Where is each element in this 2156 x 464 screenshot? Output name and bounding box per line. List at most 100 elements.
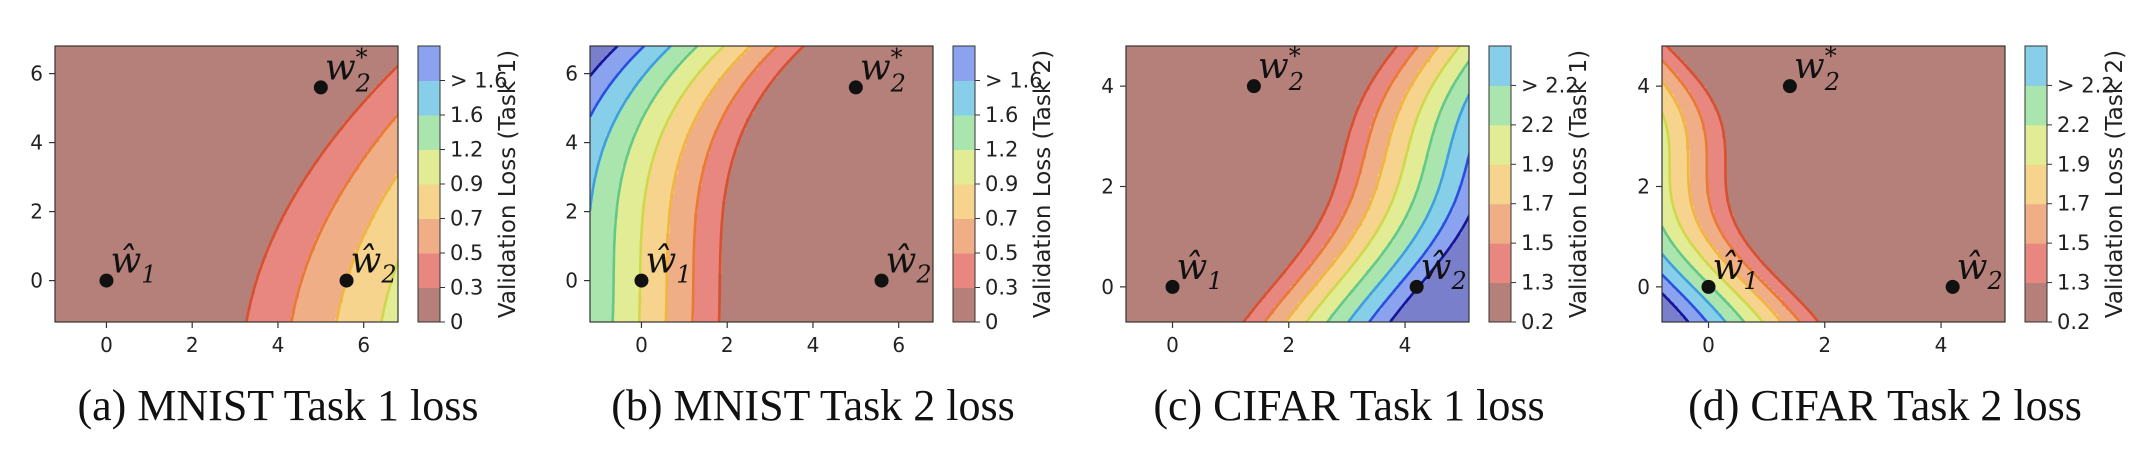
contour-lines (245, 64, 398, 322)
point-label: ŵ2 (886, 241, 932, 289)
colorbar-band (953, 149, 975, 185)
colorbar-band (418, 46, 440, 81)
y-tick-label: 0 (1101, 275, 1114, 299)
plot-frame (1125, 45, 1470, 323)
colorbar-tick-label: 1.3 (1521, 271, 1554, 295)
colorbar-band (1489, 243, 1511, 284)
contour-line (717, 46, 805, 322)
point-marker (339, 273, 354, 288)
point-label: w* 2 (1258, 42, 1304, 96)
contour-line (1305, 46, 1461, 322)
x-tick-label: 0 (1702, 333, 1715, 357)
x-tick-label: 0 (100, 333, 113, 357)
x-tick-label: 4 (272, 333, 285, 357)
colorbar-tick-label: 0.3 (450, 276, 483, 300)
colorbar-band (1489, 46, 1511, 86)
y-tick-label: 0 (565, 269, 578, 293)
panel-a: 0 2 4 6 0 2 4 6 ŵ1 w* 2 ŵ2 0 0.3 0.5 0.7 0.9 1.2 1.6 > 1.6V… (30, 43, 521, 430)
colorbar-tick-label: 1.9 (1521, 152, 1554, 176)
colorbar-tick-label: 0.7 (985, 207, 1018, 231)
colorbar-title: Validation Loss (Task 1) (1566, 50, 1592, 318)
colorbar-tick-label: 2.2 (1521, 113, 1554, 137)
colorbar-band (418, 218, 440, 254)
panel-caption: (c) CIFAR Task 1 loss (1153, 381, 1544, 430)
colorbar-tick-label: 0 (985, 310, 998, 334)
point-label: ŵ1 (1713, 247, 1759, 295)
contour-line (1284, 46, 1440, 322)
y-tick-label: 0 (1637, 275, 1650, 299)
colorbar-tick-label: 0.2 (2057, 310, 2090, 334)
colorbar-tick-label: > 1.6 (450, 69, 508, 93)
contour-line (611, 46, 699, 322)
x-tick-label: 2 (1818, 333, 1831, 357)
x-tick-label: 0 (1166, 333, 1179, 357)
panel-caption: (b) MNIST Task 2 loss (611, 381, 1015, 430)
colorbar-band (418, 184, 440, 219)
y-tick-label: 6 (565, 62, 578, 86)
point-marker (848, 80, 863, 95)
colorbar-band (953, 46, 975, 81)
colorbar-band (2025, 203, 2047, 244)
colorbar-tick-label: 1.6 (450, 103, 483, 127)
contour-line (245, 64, 398, 322)
colorbar-tick-label: > 2.2 (2057, 73, 2115, 97)
colorbar-tick-label: 0 (450, 310, 463, 334)
y-tick-label: 2 (1101, 175, 1114, 199)
colorbar-band (1489, 85, 1511, 126)
contour-line (1242, 46, 1398, 322)
point-marker (1165, 279, 1180, 294)
colorbar-band (2025, 282, 2047, 323)
contour-line (290, 112, 398, 322)
contour-line (1368, 150, 1469, 322)
point-label: ŵ1 (110, 241, 156, 289)
colorbar-band (1489, 164, 1511, 205)
colorbar-band (418, 149, 440, 185)
colorbar-title: Validation Loss (Task 2) (1030, 50, 1056, 318)
colorbar-band (2025, 164, 2047, 205)
point-label: w* 2 (325, 43, 371, 97)
point-label: w* 2 (860, 43, 906, 97)
colorbar-tick-label: 0.7 (450, 207, 483, 231)
colorbar-tick-label: 0.2 (1521, 310, 1554, 334)
colorbar-band (1489, 124, 1511, 165)
x-tick-label: 2 (1282, 333, 1295, 357)
colorbar-tick-label: 1.3 (2057, 271, 2090, 295)
colorbar-tick-label: 1.7 (1521, 192, 1554, 216)
contour-line (664, 46, 752, 322)
point-marker (874, 273, 889, 288)
plot-frame (589, 45, 934, 323)
contour-line (590, 46, 646, 118)
colorbar-tick-label: 2.2 (2057, 113, 2090, 137)
colorbar-tick-label: 0.5 (450, 241, 483, 265)
panel-c: 0 2 4 0 2 4 ŵ1 w* 2 ŵ2 0.2 1.3 1.5 1.7 1.9 2.2 > 2.2Vali… (1101, 42, 1592, 430)
point-label: ŵ2 (351, 241, 397, 289)
colorbar-tick-label: 1.5 (1521, 231, 1554, 255)
x-tick-label: 4 (807, 333, 820, 357)
x-tick-label: 6 (892, 333, 905, 357)
y-tick-label: 2 (1637, 175, 1650, 199)
colorbar-band (2025, 46, 2047, 86)
contour-line (590, 46, 672, 211)
colorbar-tick-label: 1.7 (2057, 192, 2090, 216)
y-tick-label: 4 (565, 131, 578, 155)
colorbar-band (418, 80, 440, 116)
point-marker (1782, 79, 1797, 94)
point-marker (1409, 279, 1424, 294)
colorbar-band (953, 287, 975, 323)
panel-d: 0 2 4 0 2 4 ŵ1 w* 2 ŵ2 0.2 1.3 1.5 1.7 1.9 2.2 > 2.2Vali… (1637, 42, 2128, 430)
point-marker (99, 273, 114, 288)
x-tick-label: 6 (357, 333, 370, 357)
colorbar-band (953, 184, 975, 219)
x-tick-label: 0 (635, 333, 648, 357)
colorbar-band (953, 253, 975, 288)
x-tick-label: 4 (1935, 333, 1948, 357)
point-marker (1945, 279, 1960, 294)
contour-line (590, 46, 619, 77)
contour-line (1347, 91, 1469, 322)
panel-caption: (d) CIFAR Task 2 loss (1688, 381, 2082, 430)
colorbar-tick-label: 0.5 (985, 241, 1018, 265)
point-marker (1701, 279, 1716, 294)
